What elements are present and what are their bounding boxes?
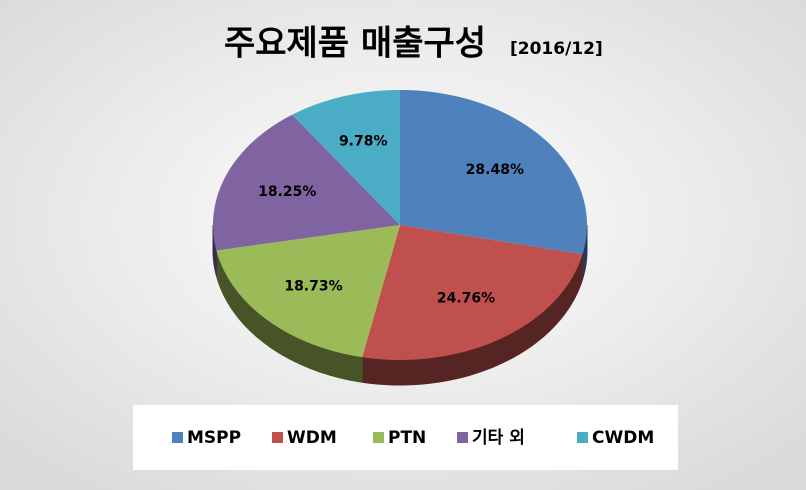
- legend-label: CWDM: [592, 428, 654, 448]
- legend-swatch: [457, 432, 468, 443]
- slice: [292, 90, 400, 225]
- legend-label: PTN: [388, 428, 426, 448]
- data-label: 24.76%: [437, 291, 495, 307]
- legend-swatch: [272, 432, 283, 443]
- data-label: 28.48%: [466, 162, 524, 178]
- data-label: 18.25%: [258, 184, 316, 200]
- legend-label: WDM: [287, 428, 337, 448]
- legend-swatch: [172, 432, 183, 443]
- legend-swatch: [577, 432, 588, 443]
- legend-swatch: [373, 432, 384, 443]
- slice: [400, 90, 587, 255]
- chart-subtitle: [2016/12]: [510, 39, 603, 59]
- legend-label: 기타 외: [472, 428, 525, 448]
- data-label: 18.73%: [284, 279, 342, 295]
- legend-label: MSPP: [187, 428, 241, 448]
- data-label: 9.78%: [339, 133, 388, 149]
- slice-side: [212, 224, 217, 276]
- slice: [216, 225, 400, 358]
- slice: [362, 225, 583, 360]
- chart-title: 주요제품 매출구성: [224, 24, 486, 64]
- slice: [213, 114, 400, 251]
